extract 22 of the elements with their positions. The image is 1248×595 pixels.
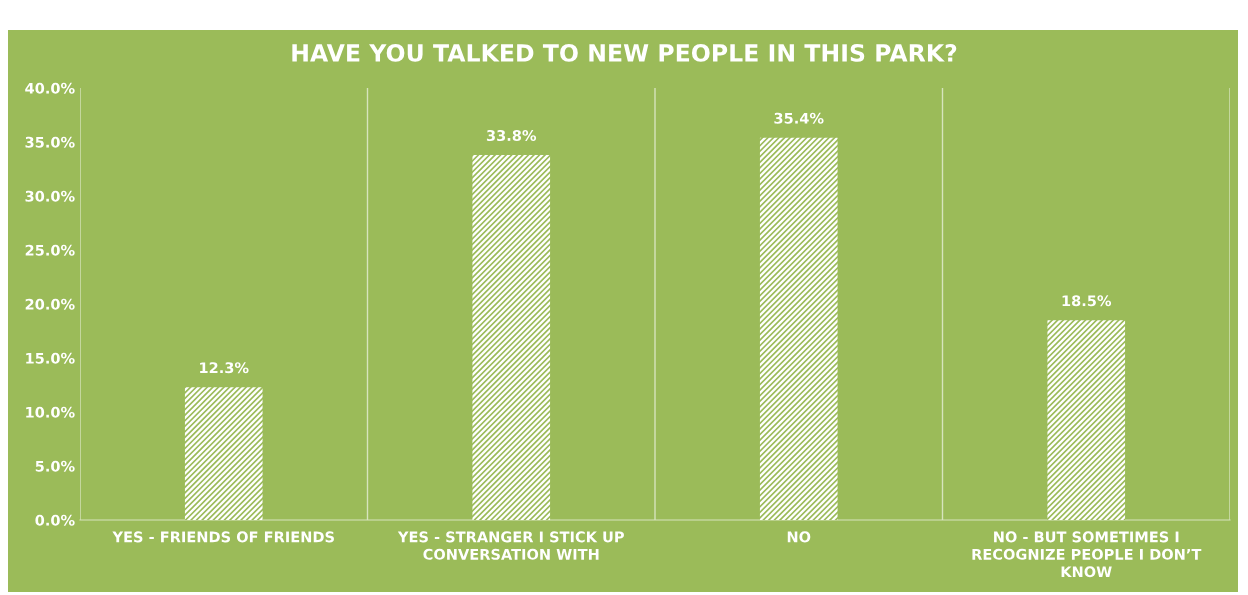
y-tick-label: 30.0%	[25, 190, 75, 202]
y-tick-label: 10.0%	[26, 406, 75, 418]
bar	[184, 387, 263, 520]
y-tick-label: 15.0%	[26, 352, 75, 364]
bar	[759, 137, 838, 520]
x-tick-label: YES - STRANGER I STICK UP CONVERSATION WITH	[397, 531, 624, 560]
y-tick-label: 5.0%	[35, 460, 75, 472]
x-tick-label: NO	[787, 531, 811, 543]
y-tick-label: 20.0%	[25, 298, 75, 310]
x-tick-label: YES - FRIENDS OF FRIENDS	[112, 531, 334, 543]
data-label: 12.3%	[200, 362, 249, 374]
y-tick-label: 35.0%	[25, 136, 75, 148]
y-tick-label: 0.0%	[35, 514, 75, 526]
data-label: 35.4%	[774, 112, 824, 124]
y-tick-label: 40.0%	[25, 82, 75, 94]
data-label: 18.5%	[1062, 295, 1112, 307]
y-tick-label: 25.0%	[25, 244, 75, 256]
data-label: 33.8%	[486, 129, 537, 142]
chart-title: HAVE YOU TALKED TO NEW PEOPLE IN THIS PARK?	[292, 43, 957, 62]
bar	[472, 154, 551, 520]
x-tick-label: NO - BUT SOMETIMES I RECOGNIZE PEOPLE I DON’T KNOW	[972, 531, 1202, 578]
bar	[1047, 320, 1126, 520]
